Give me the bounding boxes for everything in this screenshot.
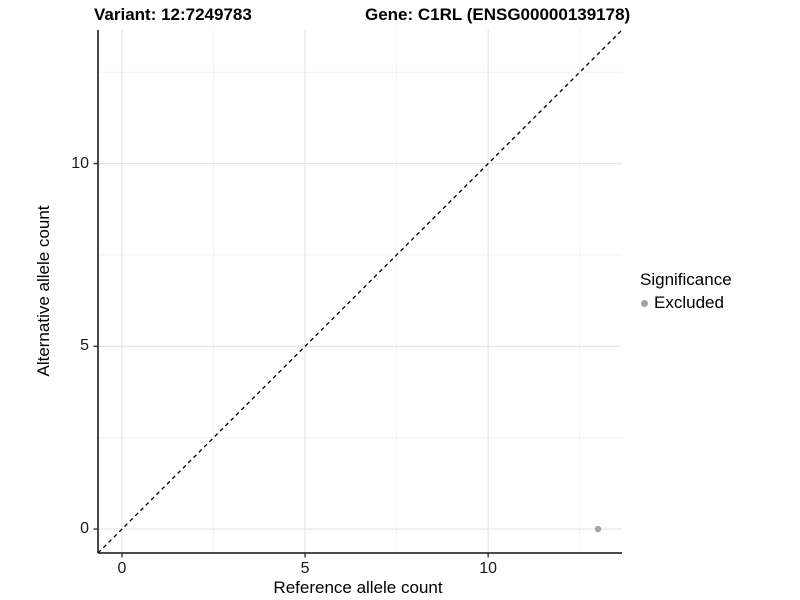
x-axis-title: Reference allele count xyxy=(273,578,443,597)
plot-title-variant: Variant: 12:7249783 xyxy=(94,5,252,24)
data-point xyxy=(594,525,602,533)
plot-title-gene: Gene: C1RL (ENSG00000139178) xyxy=(365,5,631,24)
y-tick-label: 10 xyxy=(71,154,89,172)
legend-title: Significance xyxy=(640,270,732,289)
legend-item-excluded: Excluded xyxy=(634,293,732,313)
plot-title: Variant: 12:7249783 Gene: C1RL (ENSG0000… xyxy=(0,5,800,27)
legend: Significance Excluded xyxy=(634,270,732,313)
x-tick-label: 5 xyxy=(300,560,310,577)
legend-item-label: Excluded xyxy=(654,293,724,312)
x-tick-label: 10 xyxy=(479,560,498,577)
y-tick-label: 0 xyxy=(80,520,89,538)
identity-dashed-line xyxy=(97,29,623,554)
x-tick-label: 0 xyxy=(117,560,127,577)
legend-point-icon xyxy=(641,299,648,307)
y-tick-label: 5 xyxy=(80,337,89,355)
